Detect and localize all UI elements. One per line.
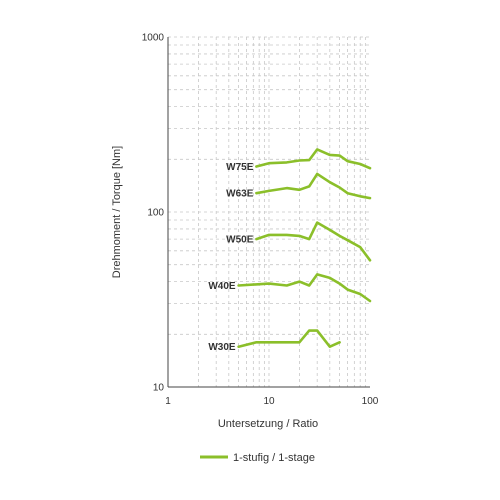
series-label-w40e: W40E xyxy=(208,281,236,292)
y-tick-label: 10 xyxy=(153,383,165,394)
series-label-w75e: W75E xyxy=(226,162,254,173)
series-line-w75e xyxy=(255,148,372,170)
series-lines xyxy=(237,148,372,349)
series-label-w63e: W63E xyxy=(226,189,254,200)
y-axis-label: Drehmoment / Torque [Nm] xyxy=(111,146,123,278)
x-tick-label: 1 xyxy=(165,396,171,407)
legend-label: 1-stufig / 1-stage xyxy=(233,452,315,464)
y-tick-label: 1000 xyxy=(142,33,165,44)
series-label-w30e: W30E xyxy=(208,342,236,353)
legend: 1-stufig / 1-stage xyxy=(200,452,315,464)
series-label-w50e: W50E xyxy=(226,235,254,246)
x-tick-label: 10 xyxy=(263,396,275,407)
y-tick-label: 100 xyxy=(147,208,164,219)
x-axis-label: Untersetzung / Ratio xyxy=(218,418,318,430)
series-line-w40e xyxy=(237,273,372,303)
x-tick-label: 100 xyxy=(362,396,379,407)
series-labels: W75E W63E W50E W40E W30E xyxy=(208,162,253,353)
axes xyxy=(167,37,370,388)
series-line-w63e xyxy=(255,172,372,200)
grid xyxy=(168,36,370,387)
series-line-w50e xyxy=(255,221,372,262)
series-line-w30e xyxy=(237,329,341,349)
